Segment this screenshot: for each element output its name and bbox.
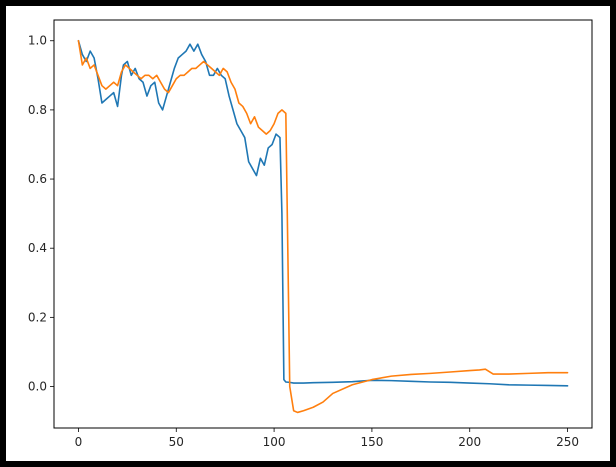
line-chart: 0 50 100 150 200 250 0.0 0.2 0.4 0.6 0.8 1.0 bbox=[28, 19, 593, 449]
y-tick-label: 0.4 bbox=[28, 241, 47, 255]
x-tick-label: 200 bbox=[458, 435, 481, 449]
x-tick-label: 150 bbox=[360, 435, 383, 449]
x-tick-label: 250 bbox=[556, 435, 579, 449]
series-layer bbox=[77, 39, 569, 414]
series-line-2 bbox=[77, 39, 569, 414]
y-tick-label: 0.8 bbox=[28, 103, 47, 117]
y-tick-label: 0.0 bbox=[28, 380, 47, 394]
x-axis: 0 50 100 150 200 250 bbox=[75, 428, 579, 449]
figure: 0 50 100 150 200 250 0.0 0.2 0.4 0.6 0.8 1.0 bbox=[6, 6, 610, 461]
series-line-1 bbox=[77, 39, 569, 387]
y-tick-label: 1.0 bbox=[28, 34, 47, 48]
x-tick-label: 50 bbox=[169, 435, 184, 449]
y-tick-label: 0.6 bbox=[28, 172, 47, 186]
plot-frame bbox=[53, 19, 593, 429]
y-tick-label: 0.2 bbox=[28, 310, 47, 324]
x-tick-label: 100 bbox=[263, 435, 286, 449]
y-axis: 0.0 0.2 0.4 0.6 0.8 1.0 bbox=[28, 34, 54, 394]
x-tick-label: 0 bbox=[75, 435, 83, 449]
